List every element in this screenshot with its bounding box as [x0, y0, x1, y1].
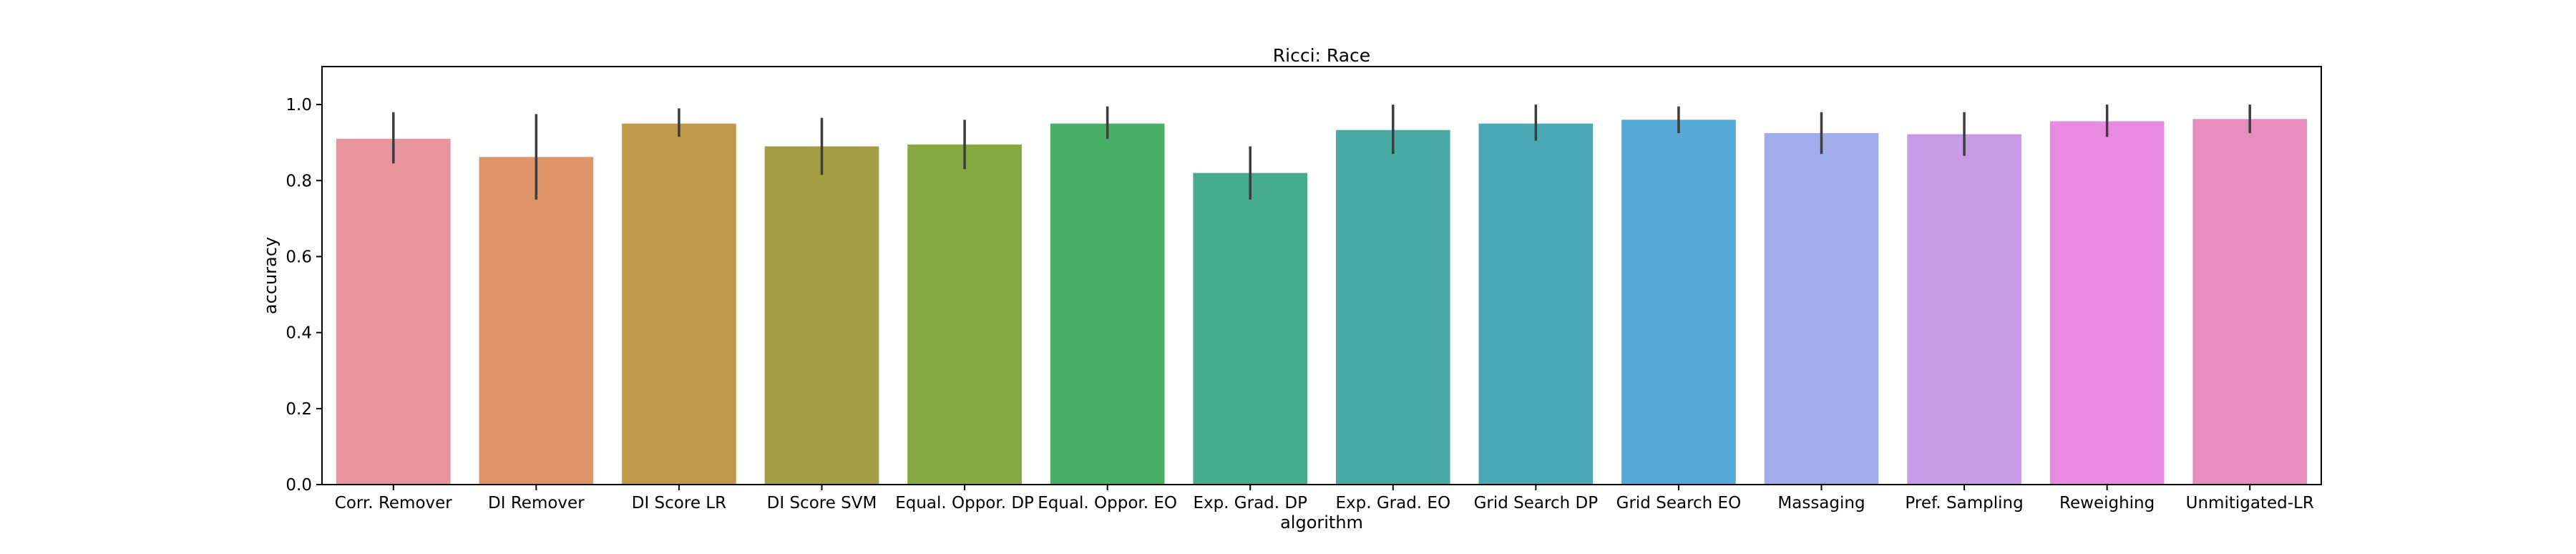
plot-area-frame	[321, 66, 2322, 485]
bar	[1907, 134, 2021, 485]
bar	[479, 157, 594, 485]
y-tick-label: 0.6	[286, 248, 312, 266]
bar	[1335, 130, 1450, 485]
y-tick-label: 0.0	[286, 476, 312, 495]
y-tick-label: 0.8	[286, 172, 312, 190]
x-tick-label: Reweighing	[2059, 494, 2155, 512]
x-tick-label: Massaging	[1777, 494, 1865, 512]
x-tick-label: Unmitigated-LR	[2186, 494, 2314, 512]
bar	[1621, 120, 1736, 485]
bars-layer	[336, 119, 2308, 485]
x-tick-label: DI Score LR	[632, 494, 726, 512]
y-axis: 0.0 0.2 0.4 0.6 0.8 1.0	[286, 96, 322, 495]
y-tick-label: 0.2	[286, 400, 312, 419]
x-tick-label: Exp. Grad. DP	[1193, 494, 1307, 512]
bar	[1478, 123, 1594, 485]
bar	[2049, 121, 2165, 485]
x-axis: Corr. Remover DI Remover DI Score LR DI Sco…	[335, 485, 2314, 512]
x-axis-title: algorithm	[1280, 512, 1363, 533]
x-tick-label: Equal. Oppor. DP	[895, 494, 1034, 512]
y-tick-label: 1.0	[286, 96, 312, 115]
x-tick-label: Exp. Grad. EO	[1335, 494, 1450, 512]
y-axis-title: accuracy	[260, 237, 280, 314]
y-tick-label: 0.4	[286, 324, 312, 343]
x-tick-label: Grid Search DP	[1474, 494, 1599, 512]
x-tick-label: Pref. Sampling	[1905, 494, 2023, 512]
x-tick-label: Grid Search EO	[1616, 494, 1742, 512]
bar	[764, 146, 879, 485]
bar	[1193, 172, 1308, 485]
x-tick-label: DI Score SVM	[767, 494, 877, 512]
bar	[1050, 123, 1165, 485]
chart-title: Ricci: Race	[1273, 45, 1370, 66]
bar	[1764, 132, 1879, 485]
bar	[2192, 119, 2308, 485]
x-tick-label: Corr. Remover	[335, 494, 452, 512]
bar	[907, 144, 1022, 485]
bar	[622, 123, 736, 485]
x-tick-label: Equal. Oppor. EO	[1038, 494, 1177, 512]
x-tick-label: DI Remover	[488, 494, 585, 512]
error-bars-layer	[392, 105, 2251, 200]
bar	[336, 138, 451, 485]
